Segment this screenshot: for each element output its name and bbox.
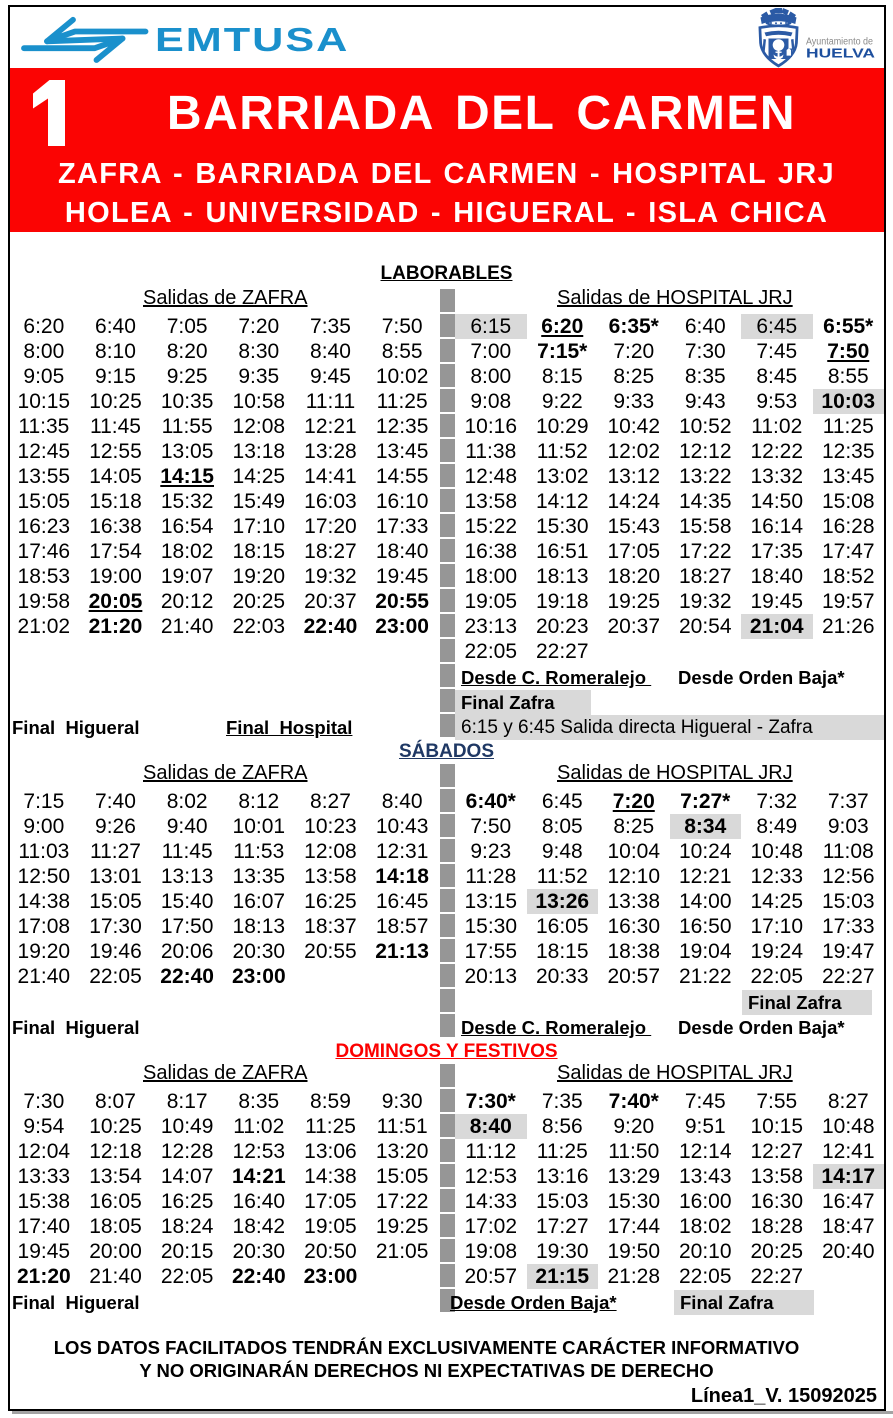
svg-text:HUELVA: HUELVA — [806, 46, 876, 61]
svg-text:Ayuntamiento de: Ayuntamiento de — [806, 37, 873, 48]
